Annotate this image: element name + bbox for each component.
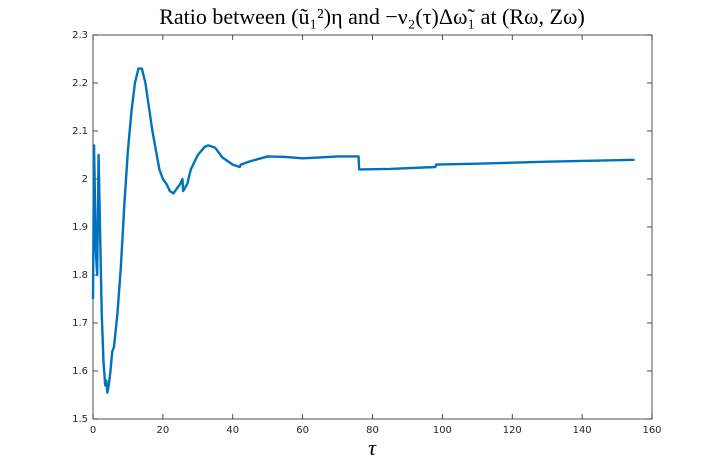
y-tick-label: 2.2 [72, 78, 88, 89]
x-tick-label: 140 [573, 425, 592, 436]
x-tick-label: 80 [366, 425, 379, 436]
y-tick-label: 1.9 [72, 222, 88, 233]
x-tick-label: 40 [226, 425, 239, 436]
y-tick-label: 2.1 [72, 126, 88, 137]
chart-title: Ratio between (ũ₁²)η and −ν₂(τ)Δω̃₁ at (… [159, 4, 585, 29]
data-line [91, 67, 635, 394]
x-tick-label: 120 [503, 425, 522, 436]
x-tick-label: 20 [157, 425, 170, 436]
y-tick-label: 2 [82, 174, 88, 185]
y-tick-label: 1.8 [72, 270, 88, 281]
x-axis-label: τ [368, 435, 377, 460]
y-tick-label: 1.7 [72, 318, 88, 329]
y-tick-label: 1.6 [72, 366, 88, 377]
x-tick-label: 160 [642, 425, 661, 436]
x-tick-label: 0 [90, 425, 96, 436]
x-tick-label: 100 [433, 425, 452, 436]
x-tick-label: 60 [296, 425, 309, 436]
y-tick-label: 2.3 [72, 30, 88, 41]
y-tick-label: 1.5 [72, 414, 88, 425]
